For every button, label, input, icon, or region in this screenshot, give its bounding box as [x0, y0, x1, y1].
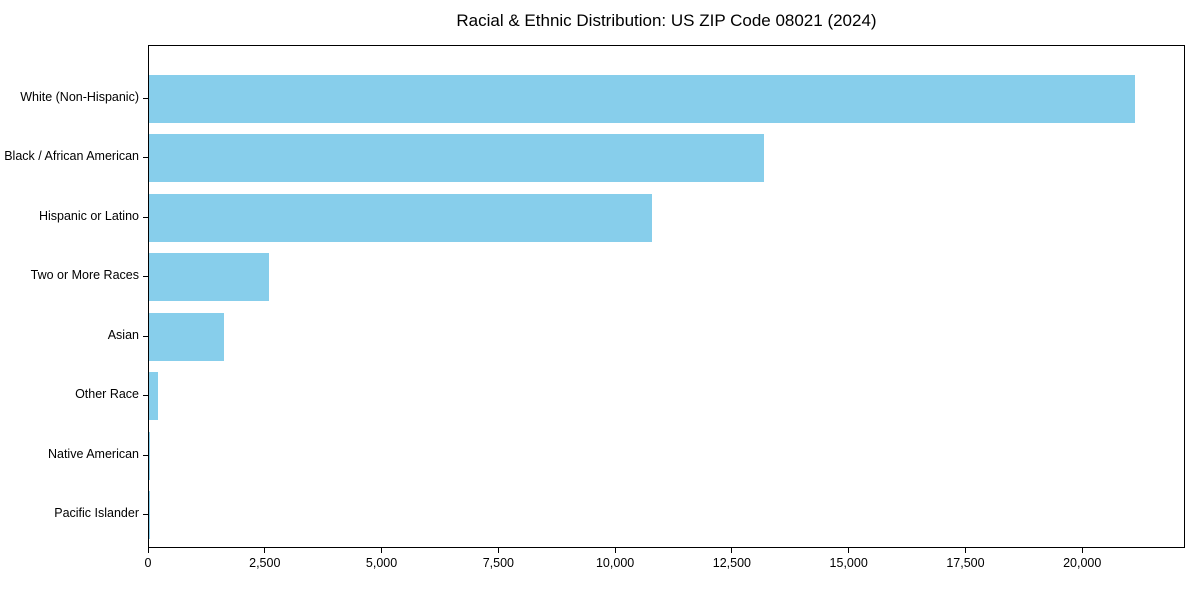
x-tick-mark — [147, 548, 149, 553]
y-tick-mark — [143, 98, 148, 99]
bar-white-non-hispanic — [149, 75, 1136, 123]
y-tick-label-other-race: Other Race — [75, 387, 139, 402]
y-tick-mark — [143, 157, 148, 159]
x-tick-mark — [264, 548, 266, 553]
x-tick-mark — [731, 548, 733, 553]
y-tick-label-hispanic-or-latino: Hispanic or Latino — [38, 208, 139, 223]
bar-black-african-american — [149, 134, 765, 183]
y-tick-label-white-non-hispanic: White (Non-Hispanic) — [20, 90, 139, 104]
x-tick-mark — [614, 548, 616, 553]
bar-native-american — [149, 431, 151, 480]
y-tick-label-native-american: Native American — [47, 446, 139, 461]
x-tick-label-12500: 12,500 — [712, 556, 751, 570]
y-tick-mark — [143, 514, 148, 515]
x-tick-label-0: 0 — [144, 556, 152, 570]
y-tick-mark — [143, 276, 148, 278]
x-tick-mark — [1081, 548, 1083, 553]
x-tick-mark — [381, 548, 383, 553]
chart-title: Racial & Ethnic Distribution: US ZIP Cod… — [456, 11, 877, 30]
y-tick-label-asian: Asian — [107, 327, 139, 342]
x-tick-label-5000: 5,000 — [365, 556, 398, 570]
x-tick-label-10000: 10,000 — [595, 556, 635, 570]
x-tick-label-15000: 15,000 — [829, 556, 868, 570]
y-tick-label-black-african-american: Black / African American — [4, 149, 139, 164]
x-tick-mark — [964, 548, 966, 553]
bar-other-race — [149, 372, 158, 421]
bar-asian — [149, 312, 224, 361]
x-tick-label-20000: 20,000 — [1063, 556, 1102, 570]
y-tick-mark — [143, 454, 148, 456]
x-tick-label-7500: 7,500 — [482, 556, 514, 570]
plot-area — [148, 45, 1185, 548]
y-tick-mark — [143, 395, 148, 397]
y-tick-label-two-or-more-races: Two or More Races — [30, 268, 139, 283]
y-tick-label-pacific-islander: Pacific Islander — [54, 506, 139, 520]
x-tick-label-17500: 17,500 — [946, 556, 985, 570]
y-tick-mark — [143, 216, 148, 218]
x-tick-label-2500: 2,500 — [249, 556, 281, 570]
bar-two-or-more-races — [149, 253, 269, 302]
y-tick-mark — [143, 335, 148, 337]
x-tick-mark — [497, 548, 499, 553]
x-tick-mark — [848, 548, 850, 553]
bar-hispanic-or-latino — [149, 193, 652, 242]
